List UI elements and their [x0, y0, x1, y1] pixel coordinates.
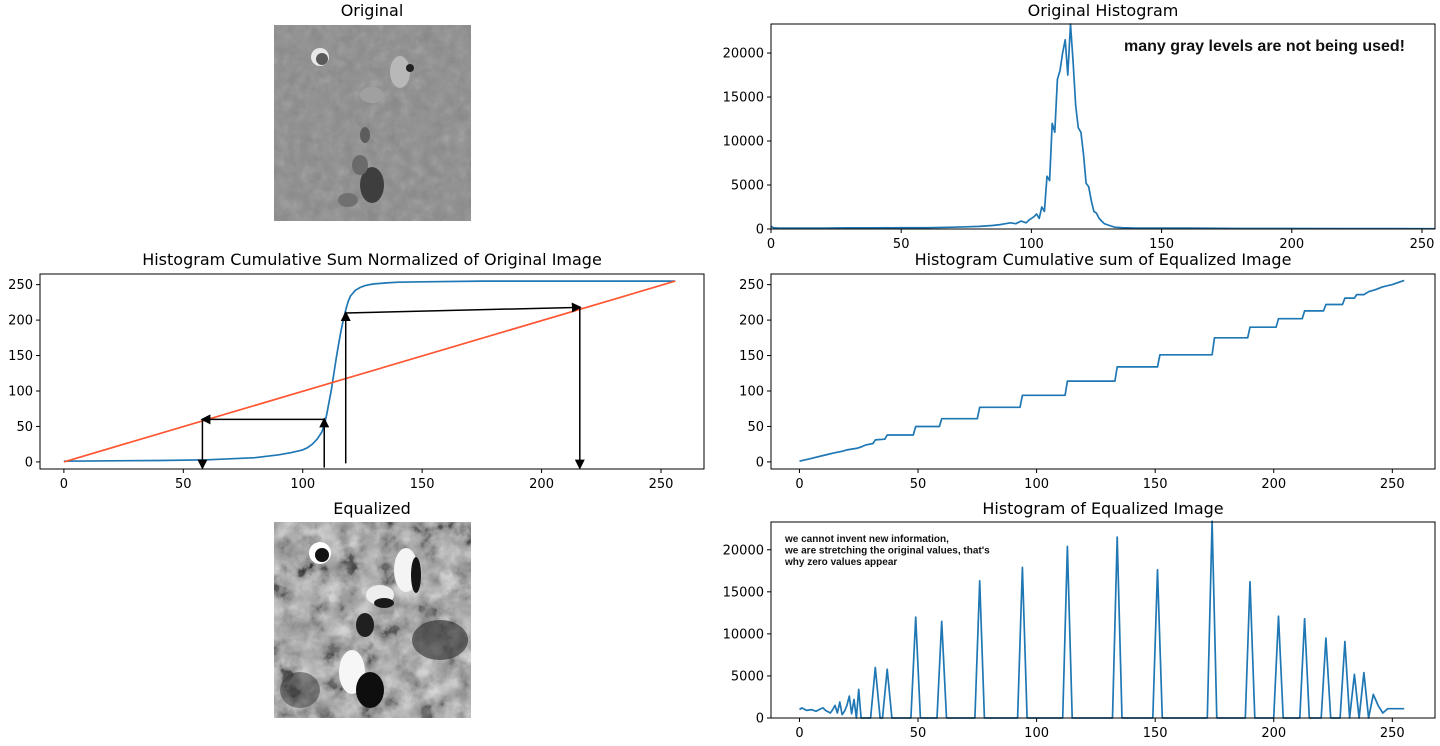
x-tick-label: 0 — [767, 237, 775, 252]
y-tick-label: 20000 — [723, 47, 764, 62]
y-tick-label: 15000 — [723, 91, 764, 106]
x-tick-label: 50 — [893, 237, 910, 252]
x-tick-label: 150 — [410, 477, 435, 492]
series-line-original_histogram-0 — [770, 23, 1436, 230]
y-tick-label: 50 — [747, 420, 764, 435]
equalized-image — [274, 522, 471, 718]
panel-cdf_equalized: Histogram Cumulative sum of Equalized Im… — [739, 250, 1436, 492]
axes-frame-equalized_histogram — [770, 521, 1436, 719]
y-tick-label: 200 — [739, 314, 764, 329]
y-tick-label: 100 — [739, 385, 764, 400]
original-image — [274, 25, 471, 221]
title-equalized-image: Equalized — [333, 499, 411, 518]
title-original_histogram: Original Histogram — [1028, 1, 1179, 20]
annotation-text: we cannot invent new information, — [784, 534, 949, 545]
axes-frame-cdf_equalized — [770, 273, 1436, 470]
x-tick-label: 0 — [795, 477, 803, 492]
axes-frame-original_histogram — [770, 23, 1436, 230]
y-tick-label: 10000 — [723, 627, 764, 642]
annotation-text: we are stretching the original values, t… — [784, 546, 990, 557]
x-tick-label: 250 — [1380, 726, 1405, 741]
x-tick-label: 100 — [1019, 237, 1044, 252]
y-tick-label: 20000 — [723, 543, 764, 558]
series-line-cdf_equalized-0 — [799, 279, 1405, 463]
y-tick-label: 0 — [756, 712, 764, 727]
x-tick-label: 0 — [795, 726, 803, 741]
y-tick-label: 15000 — [723, 585, 764, 600]
y-tick-label: 0 — [25, 455, 33, 470]
y-tick-label: 5000 — [731, 179, 764, 194]
x-tick-label: 50 — [910, 477, 927, 492]
title-equalized_histogram: Histogram of Equalized Image — [982, 499, 1223, 518]
title-cdf_original: Histogram Cumulative Sum Normalized of O… — [142, 250, 602, 269]
x-tick-label: 250 — [649, 477, 674, 492]
y-tick-label: 150 — [739, 349, 764, 364]
x-tick-label: 100 — [1024, 477, 1049, 492]
title-cdf_equalized: Histogram Cumulative sum of Equalized Im… — [915, 250, 1292, 269]
axes-frame-cdf_original — [39, 273, 705, 470]
y-tick-label: 10000 — [723, 135, 764, 150]
y-tick-label: 0 — [756, 455, 764, 470]
x-tick-label: 250 — [1410, 237, 1435, 252]
series-line-cdf_original-0 — [63, 280, 676, 463]
x-tick-label: 100 — [290, 477, 315, 492]
y-tick-label: 0 — [756, 223, 764, 238]
x-tick-label: 150 — [1143, 726, 1168, 741]
panel-original_histogram: Original Histogram 0 50 100 150 200 250 0 5000 10… — [723, 1, 1436, 252]
y-tick-label: 50 — [16, 420, 33, 435]
x-tick-label: 200 — [1261, 726, 1286, 741]
panel-equalized_histogram: Histogram of Equalized Image 0 50 100 150 200… — [723, 499, 1436, 741]
x-tick-label: 250 — [1380, 477, 1405, 492]
panel-cdf_original: Histogram Cumulative Sum Normalized of O… — [8, 250, 705, 492]
y-tick-label: 200 — [8, 314, 33, 329]
y-tick-label: 150 — [8, 349, 33, 364]
y-tick-label: 100 — [8, 385, 33, 400]
x-tick-label: 0 — [60, 477, 68, 492]
x-tick-label: 150 — [1149, 237, 1174, 252]
x-tick-label: 50 — [910, 726, 927, 741]
y-tick-label: 5000 — [731, 669, 764, 684]
series-line-cdf_original-1 — [63, 280, 676, 463]
x-tick-label: 200 — [529, 477, 554, 492]
title-original-image: Original — [341, 1, 404, 20]
arrow-4 — [345, 302, 582, 314]
annotation-text: many gray levels are not being used! — [1124, 38, 1405, 55]
x-tick-label: 150 — [1143, 477, 1168, 492]
y-tick-label: 250 — [739, 278, 764, 293]
x-tick-label: 50 — [175, 477, 192, 492]
y-tick-label: 250 — [8, 278, 33, 293]
panel-original-image: Original — [274, 1, 471, 221]
x-tick-label: 200 — [1279, 237, 1304, 252]
annotation-text: why zero values appear — [784, 557, 897, 568]
panel-equalized-image: Equalized — [274, 499, 471, 718]
x-tick-label: 200 — [1261, 477, 1286, 492]
x-tick-label: 100 — [1024, 726, 1049, 741]
